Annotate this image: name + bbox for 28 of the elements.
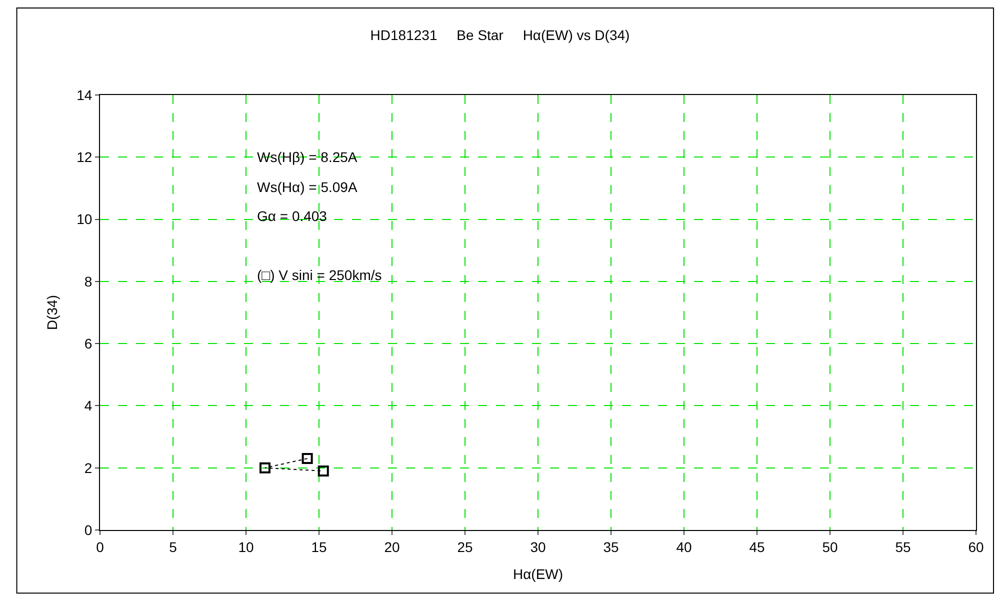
x-tick-label: 30	[530, 538, 546, 555]
x-tick-label: 50	[822, 538, 838, 555]
y-tick-label: 12	[76, 149, 92, 166]
annotation: Gα = 0.403	[257, 208, 328, 224]
annotation: Ws(Hβ) = 8.25A	[257, 149, 358, 165]
y-tick-label: 4	[84, 398, 92, 414]
y-tick-label: 10	[76, 211, 92, 228]
x-tick-label: 45	[749, 538, 765, 555]
y-tick-label: 8	[84, 273, 92, 290]
x-tick-label: 40	[676, 538, 692, 555]
annotation: Ws(Hα) = 5.09A	[257, 179, 358, 195]
annotation: (□) V sini = 250km/s	[257, 267, 382, 283]
y-tick-label: 6	[84, 335, 92, 352]
x-tick-label: 10	[238, 538, 254, 555]
x-tick-label: 0	[96, 538, 104, 555]
y-tick-label: 0	[84, 522, 92, 538]
x-tick-label: 25	[457, 538, 473, 555]
x-tick-label: 5	[169, 538, 178, 555]
x-tick-label: 60	[968, 538, 984, 555]
x-tick-label: 35	[603, 538, 619, 555]
y-axis-title: D(34)	[44, 294, 60, 330]
chart-title: HD181231 Be Star Hα(EW) vs D(34)	[370, 26, 630, 43]
x-tick-label: 55	[895, 538, 911, 555]
x-tick-label: 20	[384, 538, 400, 555]
x-axis-title: Hα(EW)	[512, 566, 564, 582]
x-tick-label: 15	[311, 538, 327, 555]
y-tick-label: 2	[84, 460, 92, 476]
y-tick-label: 14	[76, 86, 92, 103]
